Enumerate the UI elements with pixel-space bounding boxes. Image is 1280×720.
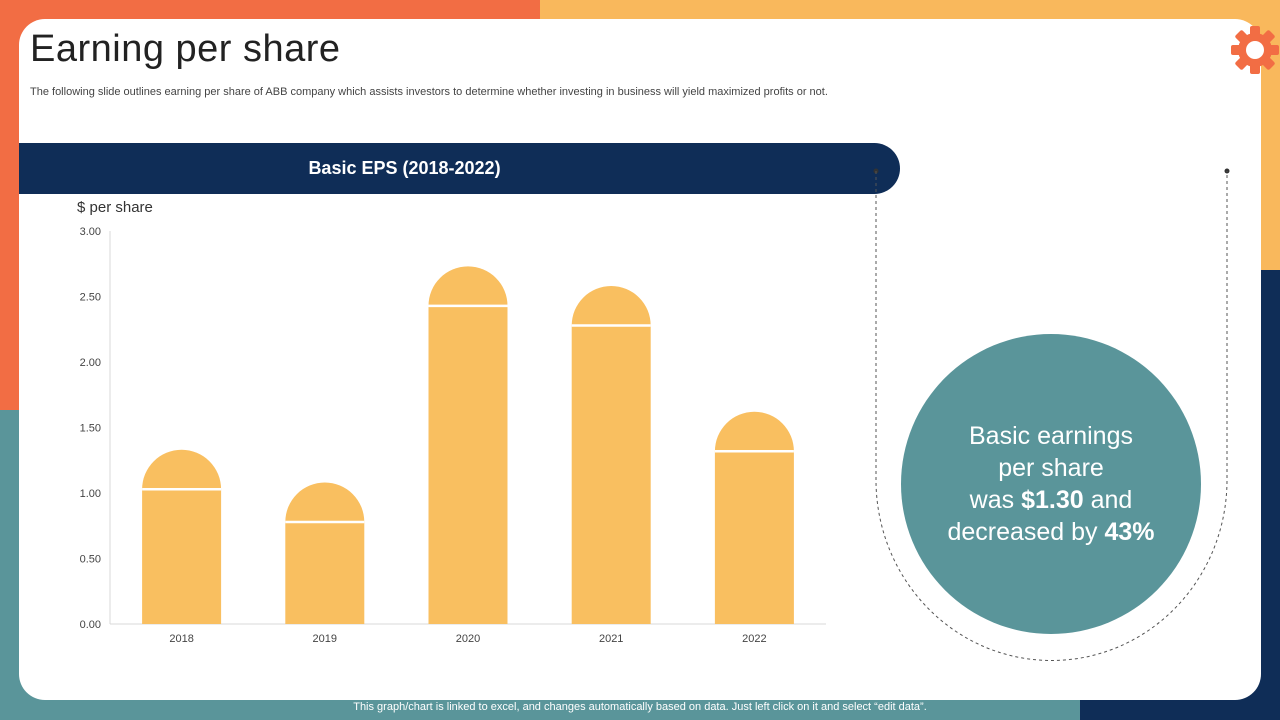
footer-note: This graph/chart is linked to excel, and…	[353, 701, 927, 713]
x-tick-label: 2018	[169, 633, 193, 645]
summary-line-3-prefix: was	[969, 486, 1015, 514]
page-title: Earning per share	[30, 28, 341, 70]
x-tick-label: 2019	[313, 633, 337, 645]
x-tick-label: 2020	[456, 633, 480, 645]
summary-text: Basic earnings per share was $1.30 and d…	[926, 420, 1176, 548]
gear-icon	[1231, 26, 1279, 74]
dashed-connector	[873, 168, 1230, 661]
y-tick-label: 3.00	[80, 226, 101, 238]
summary-line-3-suffix: and	[1090, 486, 1133, 514]
summary-decrease-percent: 43%	[1104, 518, 1155, 546]
y-tick-label: 0.50	[80, 554, 101, 566]
summary-line-2: per share	[998, 454, 1104, 482]
x-tick-label: 2022	[742, 633, 766, 645]
bar	[142, 449, 222, 624]
y-tick-label: 2.50	[80, 292, 101, 304]
y-tick-label: 2.00	[80, 357, 101, 369]
chart-title: Basic EPS (2018-2022)	[308, 158, 501, 178]
summary-eps-value: $1.30	[1021, 486, 1084, 514]
summary-line-4-prefix: decreased by	[947, 518, 1098, 546]
bar	[714, 411, 794, 624]
y-tick-label: 0.00	[80, 619, 101, 631]
eps-bar-chart[interactable]: $ per share 0.00 0.50 1.00 1.50 2.00 2.50 3.00 2…	[0, 195, 860, 655]
summary-circle: Basic earnings per share was $1.30 and d…	[901, 334, 1201, 634]
x-tick-label: 2021	[599, 633, 623, 645]
bar	[285, 482, 365, 624]
dashed-arc	[875, 171, 1228, 661]
page-subtitle: The following slide outlines earning per…	[30, 86, 828, 98]
bar	[571, 286, 651, 624]
chart-header-bar: Basic EPS (2018-2022)	[19, 143, 900, 194]
summary-line-1: Basic earnings	[969, 422, 1133, 450]
y-tick-label: 1.00	[80, 488, 101, 500]
bar	[428, 266, 508, 624]
y-tick-label: 1.50	[80, 423, 101, 435]
y-axis-label: $ per share	[77, 199, 153, 216]
